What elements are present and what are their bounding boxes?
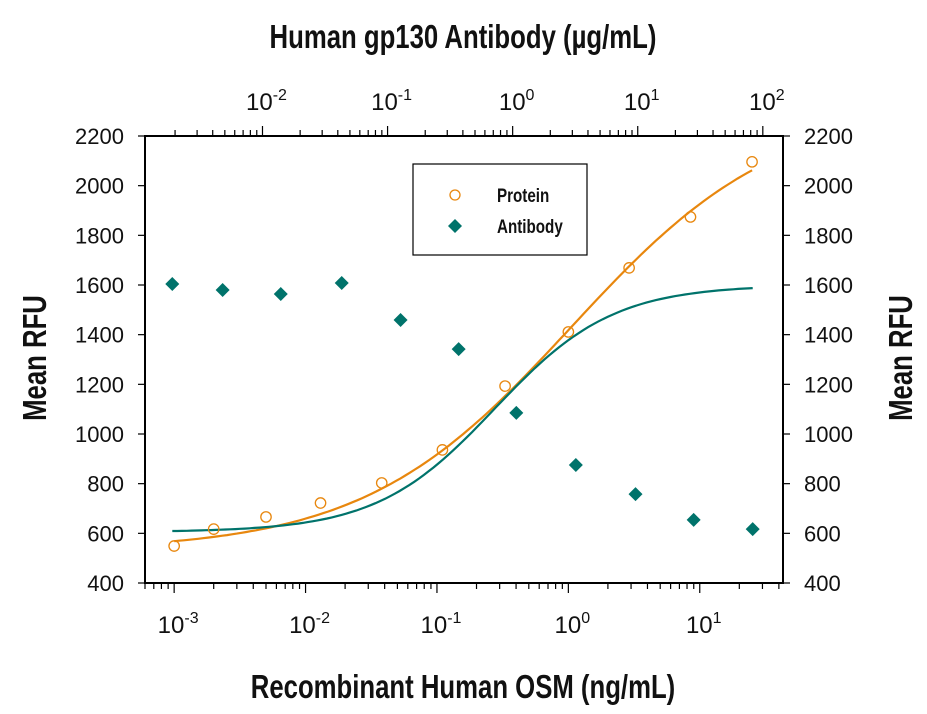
data-point-protein	[562, 326, 575, 338]
y-tick-label-left: 2200	[75, 124, 124, 149]
data-point-antibody	[451, 342, 466, 357]
data-point-protein	[260, 511, 272, 523]
data-point-antibody	[745, 522, 760, 537]
y-tick-label-right: 1800	[804, 223, 853, 248]
data-point-antibody	[628, 487, 643, 502]
x-tick-label-top: 102	[749, 87, 785, 116]
y-tick-label-right: 2000	[804, 174, 853, 199]
x-tick-label-top: 10-2	[246, 87, 287, 116]
data-point-protein	[684, 211, 697, 223]
data-point-protein	[499, 380, 511, 392]
top-axis-title: Human gp130 Antibody (µg/mL)	[270, 19, 657, 56]
y-tick-label-left: 400	[87, 571, 124, 596]
x-tick-label-bottom: 101	[686, 610, 722, 639]
axis-ticks: 400 400 600 600 800 800 1000 1000 1200 1200 1400 14…	[75, 87, 853, 639]
data-points	[165, 155, 760, 552]
x-tick-label-bottom: 10-3	[158, 610, 199, 639]
y-tick-label-left: 1200	[75, 372, 124, 397]
data-point-antibody	[215, 282, 230, 297]
data-point-protein	[436, 444, 449, 456]
y-tick-label-left: 800	[87, 472, 124, 497]
fit-curves	[172, 169, 753, 543]
data-point-antibody	[568, 458, 583, 473]
data-point-antibody	[686, 512, 701, 527]
y-tick-label-right: 1200	[804, 372, 853, 397]
x-tick-label-top: 100	[499, 87, 535, 116]
data-point-protein	[375, 477, 388, 489]
x-tick-label-bottom: 10-2	[289, 610, 330, 639]
x-tick-label-bottom: 100	[555, 610, 591, 639]
data-point-protein	[168, 540, 181, 552]
y-axis-title-left: Mean RFU	[17, 295, 54, 421]
data-point-antibody	[165, 277, 180, 292]
y-tick-label-right: 1400	[804, 323, 853, 348]
y-tick-label-right: 2200	[804, 124, 853, 149]
x-tick-label-top: 101	[624, 87, 660, 116]
legend-box	[412, 163, 588, 256]
legend-antibody-label: Antibody	[497, 215, 563, 237]
x-tick-label-top: 10-1	[371, 87, 412, 116]
y-tick-label-right: 800	[804, 472, 841, 497]
legend-antibody-marker	[448, 219, 462, 233]
data-point-protein	[314, 497, 327, 509]
data-point-protein	[207, 523, 220, 535]
x-axis-title: Recombinant Human OSM (ng/mL)	[251, 669, 675, 706]
legend: Protein Antibody	[412, 163, 588, 256]
data-point-antibody	[393, 313, 408, 328]
y-tick-label-right: 600	[804, 521, 841, 546]
y-tick-label-right: 1000	[804, 422, 853, 447]
y-axis-title-right: Mean RFU	[883, 295, 920, 421]
data-point-antibody	[509, 405, 524, 420]
legend-protein-marker	[449, 189, 461, 201]
fit-curve-antibody	[172, 287, 753, 533]
y-tick-label-right: 400	[804, 571, 841, 596]
y-tick-label-left: 1400	[75, 323, 124, 348]
x-tick-label-bottom: 10-1	[420, 610, 461, 639]
data-point-antibody	[334, 276, 349, 291]
y-tick-label-left: 1000	[75, 422, 124, 447]
y-tick-label-left: 1800	[75, 223, 124, 248]
data-point-protein	[746, 155, 758, 168]
data-point-protein	[623, 262, 635, 274]
y-tick-label-left: 600	[87, 521, 124, 546]
y-tick-label-left: 2000	[75, 174, 124, 199]
y-tick-label-left: 1600	[75, 273, 124, 298]
data-point-antibody	[273, 286, 288, 301]
legend-protein-label: Protein	[497, 184, 549, 206]
y-tick-label-right: 1600	[804, 273, 853, 298]
